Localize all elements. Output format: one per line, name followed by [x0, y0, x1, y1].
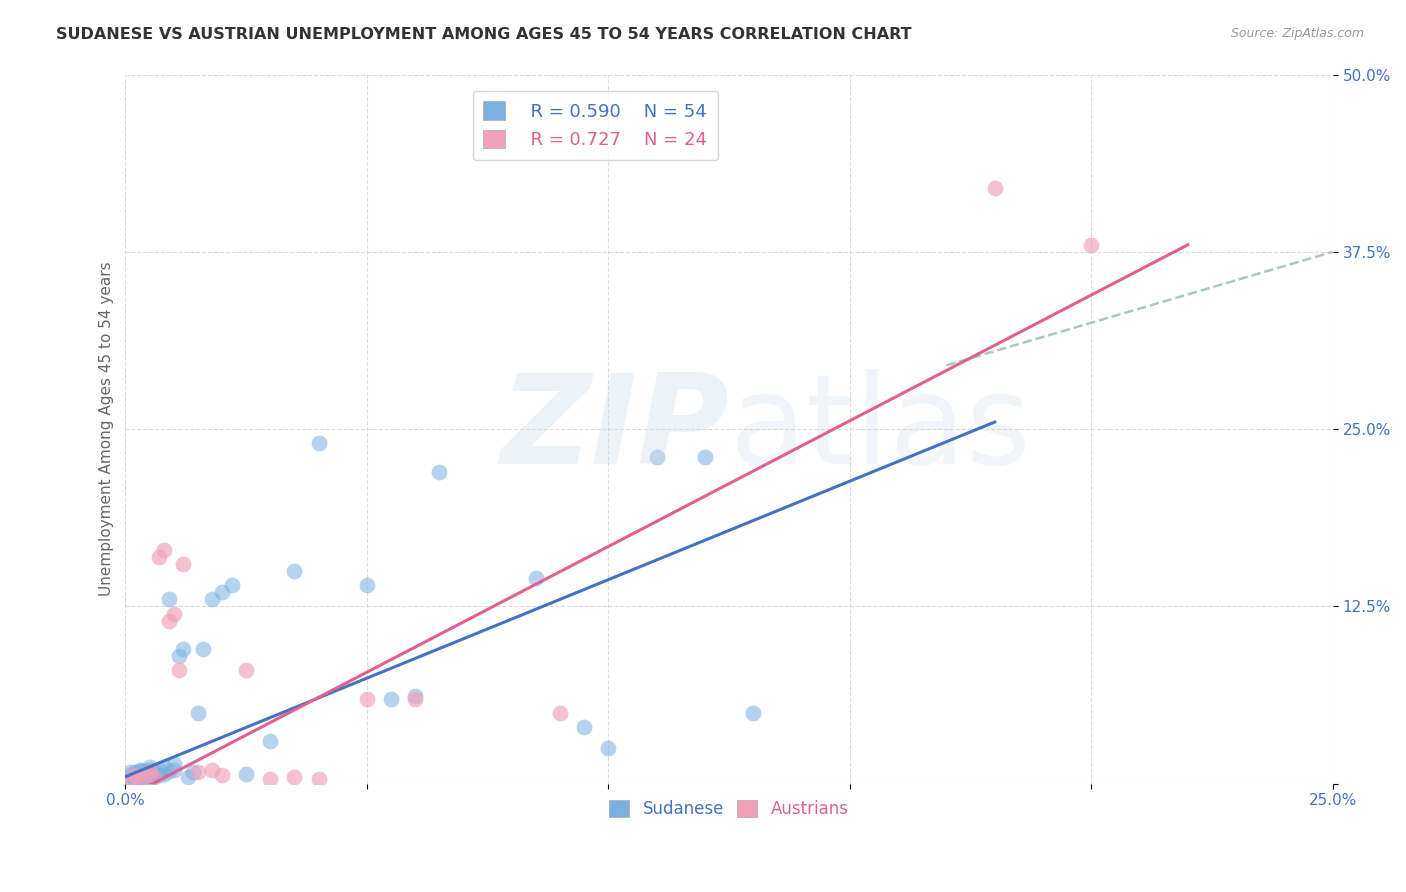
Point [153, 760, 176, 774]
Point [235, 766, 257, 780]
Point [148, 768, 170, 782]
Point [120, 765, 142, 780]
Point [138, 763, 160, 777]
Point [120, 768, 142, 782]
Point [167, 649, 190, 664]
Point [187, 706, 209, 720]
Point [404, 691, 426, 706]
Legend: Sudanese, Austrians: Sudanese, Austrians [603, 794, 855, 825]
Point [120, 771, 142, 785]
Text: atlas: atlas [730, 368, 1031, 490]
Point [129, 772, 152, 787]
Point [201, 763, 224, 777]
Point [1080, 237, 1102, 252]
Point [427, 465, 450, 479]
Text: ZIP: ZIP [501, 368, 730, 490]
Point [138, 768, 160, 782]
Point [211, 585, 233, 599]
Point [134, 768, 156, 782]
Point [524, 571, 547, 585]
Point [308, 772, 330, 787]
Point [120, 771, 142, 785]
Point [645, 450, 668, 465]
Point [172, 642, 194, 657]
Point [574, 720, 596, 734]
Point [134, 765, 156, 780]
Point [356, 691, 378, 706]
Point [187, 765, 209, 780]
Point [129, 766, 152, 780]
Point [283, 564, 305, 578]
Point [143, 764, 166, 778]
Text: Source: ZipAtlas.com: Source: ZipAtlas.com [1230, 27, 1364, 40]
Point [693, 450, 716, 465]
Point [129, 772, 152, 787]
Point [380, 691, 402, 706]
Point [177, 770, 200, 784]
Point [129, 764, 152, 778]
Point [157, 614, 180, 628]
Point [167, 663, 190, 677]
Point [134, 772, 156, 787]
Point [163, 763, 186, 777]
Point [259, 772, 281, 787]
Point [548, 706, 571, 720]
Point [138, 765, 160, 780]
Point [143, 770, 166, 784]
Point [148, 549, 170, 564]
Point [124, 771, 146, 785]
Point [211, 768, 233, 782]
Point [153, 766, 176, 780]
Point [138, 771, 160, 785]
Point [983, 181, 1005, 195]
Point [129, 770, 152, 784]
Point [404, 689, 426, 703]
Point [259, 734, 281, 748]
Point [157, 764, 180, 778]
Point [201, 592, 224, 607]
Point [134, 763, 156, 777]
Point [283, 770, 305, 784]
Point [163, 607, 186, 621]
Point [742, 706, 765, 720]
Point [221, 578, 243, 592]
Point [356, 578, 378, 592]
Point [138, 760, 160, 774]
Point [153, 542, 176, 557]
Text: SUDANESE VS AUSTRIAN UNEMPLOYMENT AMONG AGES 45 TO 54 YEARS CORRELATION CHART: SUDANESE VS AUSTRIAN UNEMPLOYMENT AMONG … [56, 27, 912, 42]
Point [172, 557, 194, 571]
Point [598, 741, 620, 756]
Point [148, 763, 170, 777]
Point [129, 763, 152, 777]
Point [235, 663, 257, 677]
Point [124, 768, 146, 782]
Point [143, 770, 166, 784]
Point [157, 592, 180, 607]
Point [124, 768, 146, 782]
Point [163, 756, 186, 771]
Point [124, 773, 146, 788]
Point [134, 766, 156, 780]
Point [124, 765, 146, 780]
Point [181, 765, 204, 780]
Point [191, 642, 214, 657]
Point [138, 764, 160, 778]
Y-axis label: Unemployment Among Ages 45 to 54 years: Unemployment Among Ages 45 to 54 years [100, 262, 114, 597]
Point [308, 436, 330, 450]
